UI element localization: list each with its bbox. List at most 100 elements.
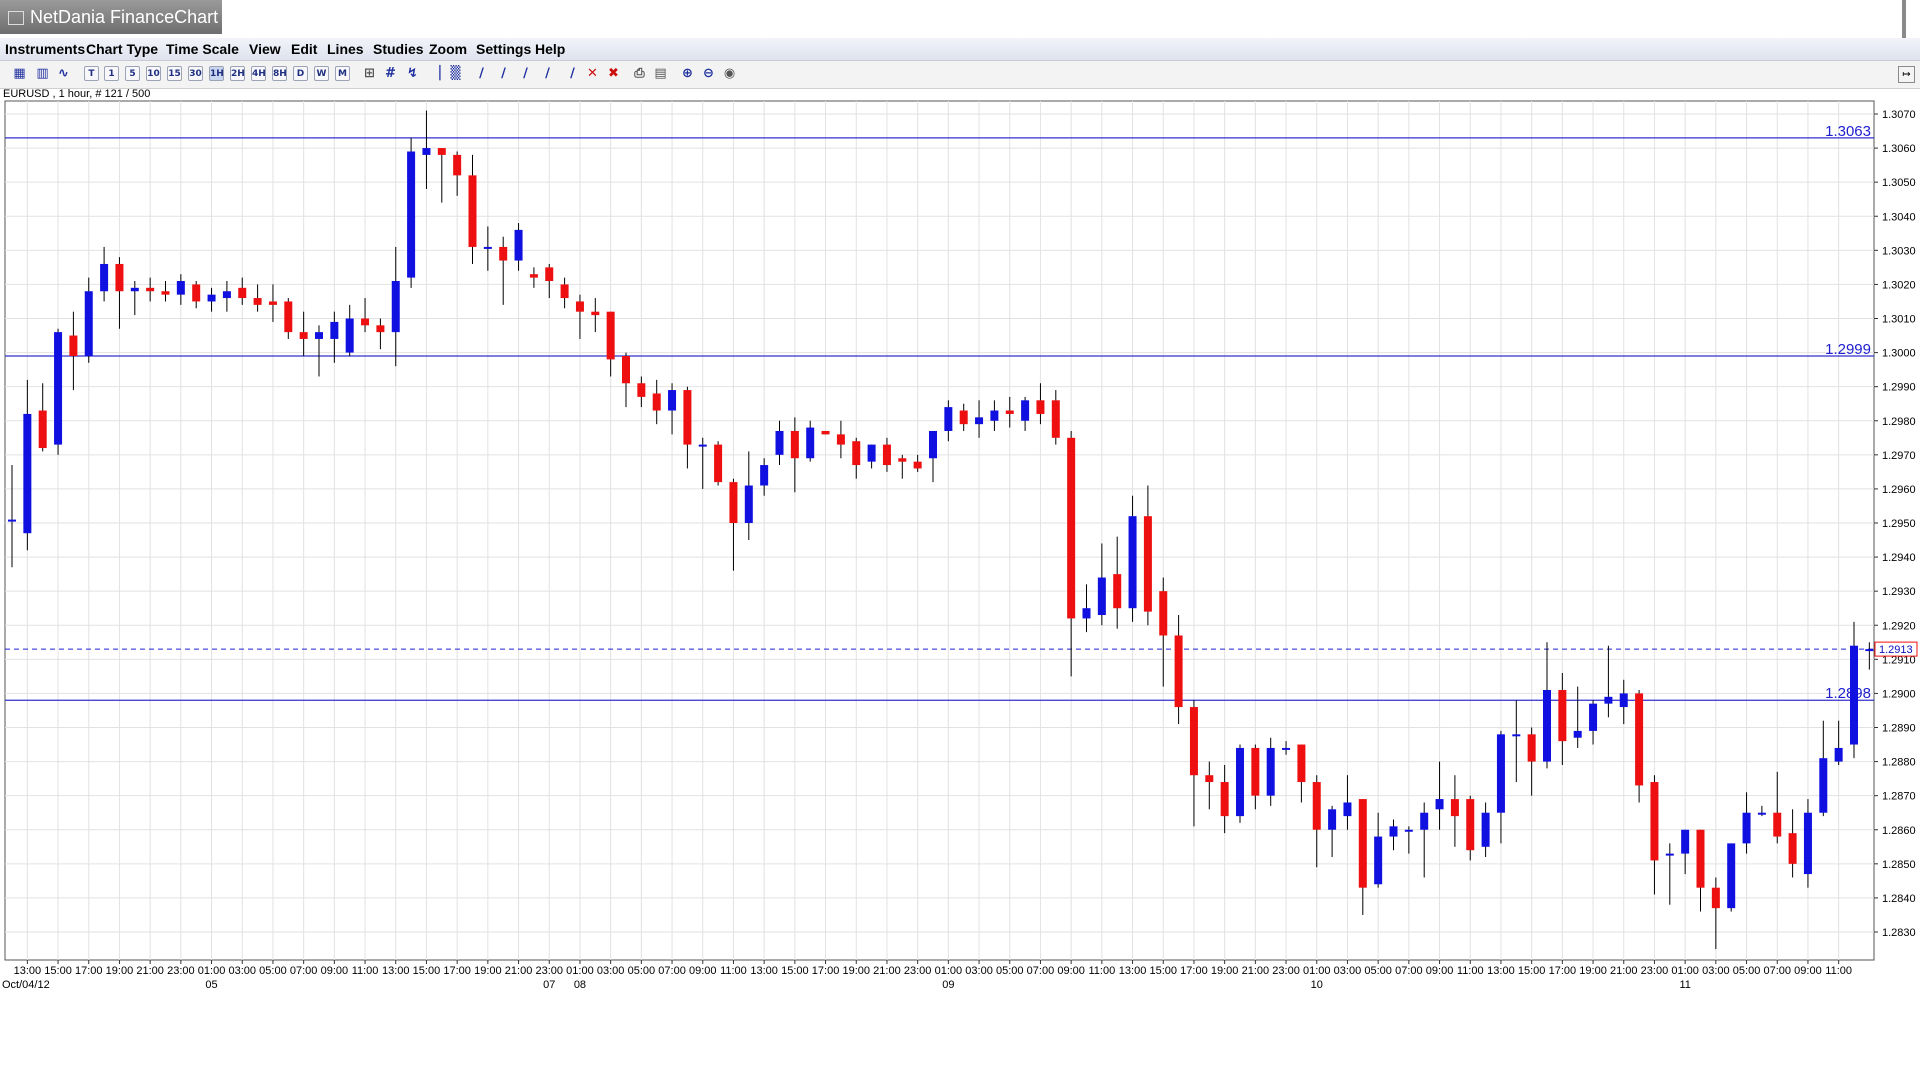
- timescale-10-button[interactable]: 10: [146, 66, 161, 81]
- trendline-icon[interactable]: ∕: [479, 66, 484, 81]
- menu-time-scale[interactable]: Time Scale: [166, 41, 239, 57]
- x-tick-label: 05:00: [1364, 965, 1392, 977]
- candle: [1865, 642, 1874, 670]
- candle-body: [54, 332, 63, 445]
- timescale-5-button[interactable]: 5: [125, 66, 140, 81]
- candle-body: [1466, 799, 1475, 851]
- candle-body: [1819, 758, 1828, 813]
- candlestick-icon[interactable]: ▒: [450, 66, 461, 81]
- y-tick-label: 1.3000: [1882, 348, 1916, 360]
- candle-body: [1589, 703, 1598, 731]
- candle: [929, 430, 937, 483]
- x-tick-label: 21:00: [873, 965, 901, 977]
- crosshair-icon[interactable]: ⊞: [364, 66, 375, 81]
- timescale-t-button[interactable]: T: [84, 66, 99, 81]
- x-tick-label: 01:00: [1303, 965, 1331, 977]
- trendline-channel-icon[interactable]: ∕: [523, 66, 528, 81]
- menu-instruments[interactable]: Instruments: [5, 41, 86, 57]
- candle: [330, 311, 339, 363]
- candle-body: [1665, 853, 1674, 856]
- zoom-out-icon[interactable]: ⊖: [703, 66, 714, 81]
- candle-body: [1067, 437, 1076, 619]
- menu-settings[interactable]: Settings: [476, 41, 532, 57]
- zoom-box-icon[interactable]: ▥: [36, 66, 49, 81]
- candle-body: [1543, 690, 1551, 762]
- x-tick-label: 05:00: [259, 965, 287, 977]
- candles: [8, 110, 1874, 950]
- candle-body: [176, 281, 185, 295]
- menu-zoom[interactable]: Zoom: [429, 41, 468, 57]
- delete-all-icon[interactable]: ✖: [608, 66, 619, 81]
- candle: [1389, 819, 1398, 851]
- candle: [790, 417, 799, 493]
- candle-body: [1082, 608, 1091, 619]
- arrow-icon[interactable]: ↯: [407, 66, 418, 81]
- print-icon[interactable]: ⎙: [634, 66, 645, 81]
- timescale-1-button[interactable]: 1: [104, 66, 119, 81]
- trendline-multi-icon[interactable]: ∕: [501, 66, 506, 81]
- toolbar: ▦ ▥ ∿ T 1 5 10 15 30 1H 2H 4H 8H D W M ⊞…: [0, 61, 1920, 89]
- candle-body: [1773, 812, 1782, 837]
- timescale-4h-button[interactable]: 4H: [251, 66, 266, 81]
- candle-body: [698, 444, 707, 447]
- timescale-w-button[interactable]: W: [314, 66, 329, 81]
- candle: [483, 226, 492, 271]
- menu-view[interactable]: View: [249, 41, 281, 57]
- candle-body: [499, 246, 508, 261]
- candle: [1788, 809, 1797, 878]
- candle-body: [882, 444, 891, 466]
- candle-body: [1573, 730, 1582, 738]
- print-preview-icon[interactable]: ▤: [654, 66, 667, 81]
- delete-icon[interactable]: ✕: [587, 66, 598, 81]
- candle: [714, 441, 723, 486]
- timescale-30-button[interactable]: 30: [188, 66, 203, 81]
- menu-chart-type[interactable]: Chart Type: [86, 41, 159, 57]
- grid-icon[interactable]: #: [385, 66, 396, 81]
- candle-body: [806, 427, 815, 459]
- edit-line-icon[interactable]: ∕: [570, 66, 575, 81]
- candle: [1604, 645, 1613, 718]
- candle-body: [1374, 836, 1383, 885]
- line-chart-icon[interactable]: ∿: [58, 66, 69, 81]
- cursor-icon[interactable]: ▦: [13, 66, 26, 81]
- candle: [760, 458, 769, 496]
- chart-corner-button[interactable]: ↦: [1898, 66, 1915, 83]
- candle: [1711, 877, 1720, 950]
- candle: [1543, 642, 1551, 769]
- candle-body: [1297, 744, 1306, 783]
- candle: [115, 257, 124, 329]
- zoom-in-icon[interactable]: ⊕: [682, 66, 693, 81]
- x-tick-label: 21:00: [136, 965, 164, 977]
- x-tick-label: 03:00: [965, 965, 993, 977]
- y-tick-label: 1.2960: [1882, 484, 1916, 496]
- timescale-m-button[interactable]: M: [335, 66, 350, 81]
- candle-body: [1635, 693, 1644, 786]
- candle: [238, 277, 247, 305]
- zoom-reset-icon[interactable]: ◉: [723, 66, 736, 81]
- timescale-d-button[interactable]: D: [293, 66, 308, 81]
- candle-body: [1328, 809, 1337, 830]
- app-title-tab[interactable]: NetDania FinanceChart: [0, 0, 222, 34]
- candle-body: [929, 430, 937, 459]
- timescale-2h-button[interactable]: 2H: [230, 66, 245, 81]
- candle: [1466, 795, 1475, 861]
- menu-help[interactable]: Help: [535, 41, 566, 57]
- menu-lines[interactable]: Lines: [327, 41, 364, 57]
- menu-studies[interactable]: Studies: [373, 41, 424, 57]
- fibonacci-icon[interactable]: ∕: [545, 66, 550, 81]
- menu-edit[interactable]: Edit: [291, 41, 318, 57]
- candle-body: [668, 390, 677, 411]
- timescale-8h-button[interactable]: 8H: [272, 66, 287, 81]
- timescale-1h-button[interactable]: 1H: [209, 66, 224, 81]
- candle: [944, 400, 953, 442]
- candle: [23, 379, 32, 551]
- timescale-15-button[interactable]: 15: [167, 66, 182, 81]
- candle: [836, 420, 845, 459]
- x-tick-label: 01:00: [198, 965, 226, 977]
- bar-chart-icon[interactable]: ▕: [430, 66, 441, 81]
- candle: [100, 246, 109, 302]
- candle-body: [1343, 802, 1352, 817]
- candle-body: [330, 321, 339, 339]
- candle-body: [1512, 734, 1521, 737]
